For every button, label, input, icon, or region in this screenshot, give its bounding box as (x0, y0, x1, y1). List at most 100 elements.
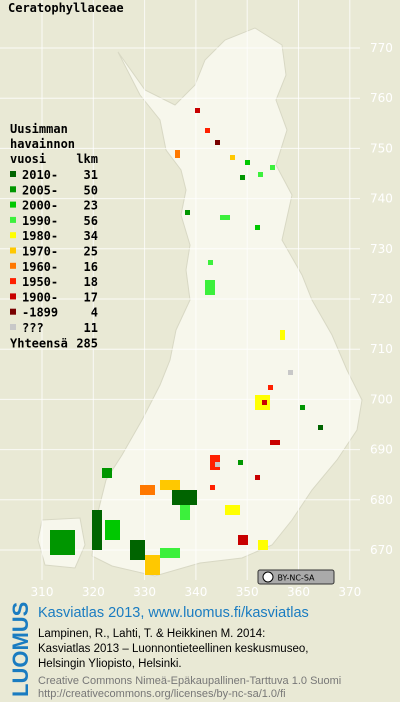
legend-label: 1990- (22, 214, 58, 228)
x-ticks: 310 320 330 340 350 360 370 (31, 585, 362, 599)
legend-label: 1980- (22, 229, 58, 243)
legend-count: 17 (84, 290, 98, 304)
legend-label: ??? (22, 321, 44, 335)
observation (288, 370, 293, 375)
observation (238, 460, 243, 465)
citation: Helsingin Yliopisto, Helsinki. (38, 658, 182, 670)
observation (270, 165, 275, 170)
observation (160, 548, 180, 558)
logo: LUOMUS (8, 602, 33, 697)
legend-swatch (10, 308, 16, 315)
observation (175, 150, 180, 158)
observations (50, 108, 323, 575)
license: Creative Commons Nimeä-Epäkaupallinen-Ta… (38, 675, 341, 687)
legend-count: 16 (84, 260, 98, 274)
legend-swatch (10, 247, 16, 254)
legend-count: 50 (84, 183, 98, 197)
legend-swatch (10, 186, 16, 193)
legend-swatch (10, 262, 16, 269)
observation (215, 462, 220, 467)
license-badge: BY-NC-SA (257, 569, 335, 585)
observation (255, 475, 260, 480)
y-tick-label: 760 (370, 91, 393, 105)
x-tick-label: 370 (338, 585, 361, 599)
observation (130, 540, 145, 560)
x-tick-label: 360 (287, 585, 310, 599)
x-tick-label: 340 (184, 585, 207, 599)
observation (300, 405, 305, 410)
observation (270, 440, 280, 445)
observation (225, 505, 240, 515)
legend-heading: Uusimman (10, 122, 68, 136)
observation (318, 425, 323, 430)
citation: Lampinen, R., Lahti, T. & Heikkinen M. 2… (38, 628, 265, 640)
observation (205, 128, 210, 133)
legend-swatch (10, 278, 16, 285)
legend-swatch (10, 201, 16, 208)
x-tick-label: 320 (82, 585, 105, 599)
observation (172, 490, 197, 505)
legend-label: 1960- (22, 260, 58, 274)
legend-count: 31 (84, 168, 98, 182)
legend-swatch (10, 232, 16, 239)
cc-icon (262, 571, 274, 583)
y-tick-label: 730 (370, 242, 393, 256)
legend-count: 56 (84, 214, 98, 228)
legend-swatch (10, 324, 16, 330)
y-tick-label: 740 (370, 192, 393, 206)
y-tick-label: 690 (370, 443, 393, 457)
y-ticks: 770 760 750 740 730 720 710 700 690 680 670 (370, 41, 393, 557)
observation (105, 520, 120, 540)
y-tick-label: 680 (370, 493, 393, 507)
observation (180, 505, 190, 520)
legend-label: 2000- (22, 199, 58, 213)
legend-swatch (10, 293, 16, 300)
observation (240, 175, 245, 180)
observation (258, 172, 263, 177)
y-tick-label: 750 (370, 141, 393, 155)
footer-link[interactable]: Kasviatlas 2013, www.luomus.fi/kasviatla… (38, 605, 309, 621)
legend-count: 11 (84, 321, 98, 335)
legend-label: 2005- (22, 183, 58, 197)
observation (262, 400, 267, 405)
observation (210, 485, 215, 490)
observation (280, 330, 285, 340)
legend-header: vuosi (10, 152, 46, 166)
title: Ceratophyllaceae (8, 1, 124, 15)
badge-text: BY-NC-SA (277, 574, 315, 583)
y-tick-label: 670 (370, 543, 393, 557)
observation (140, 485, 155, 495)
legend-count: 18 (84, 275, 98, 289)
y-tick-label: 770 (370, 41, 393, 55)
observation (268, 385, 273, 390)
x-tick-label: 330 (133, 585, 156, 599)
observation (215, 140, 220, 145)
observation (160, 480, 180, 490)
observation (230, 155, 235, 160)
observation (238, 535, 248, 545)
grid (0, 0, 360, 580)
observation (245, 160, 250, 165)
license[interactable]: http://creativecommons.org/licenses/by-n… (38, 688, 286, 700)
legend-total: 285 (76, 336, 98, 350)
x-tick-label: 310 (31, 585, 54, 599)
y-tick-label: 720 (370, 292, 393, 306)
legend-label: 1970- (22, 245, 58, 259)
observation (220, 215, 230, 220)
badge-box (257, 569, 335, 585)
observation (255, 225, 260, 230)
legend-label: 1950- (22, 275, 58, 289)
y-tick-label: 710 (370, 342, 393, 356)
legend-count: 25 (84, 245, 98, 259)
observation (145, 555, 160, 575)
legend-heading: havainnon (10, 137, 75, 151)
observation (205, 280, 215, 295)
x-tick-label: 350 (236, 585, 259, 599)
observation (208, 260, 213, 265)
observation (50, 530, 75, 555)
legend-label: -1899 (22, 306, 58, 320)
citation: Kasviatlas 2013 – Luonnontieteellinen ke… (38, 643, 308, 655)
legend-swatch (10, 216, 16, 223)
legend-total-label: Yhteensä (10, 336, 68, 350)
